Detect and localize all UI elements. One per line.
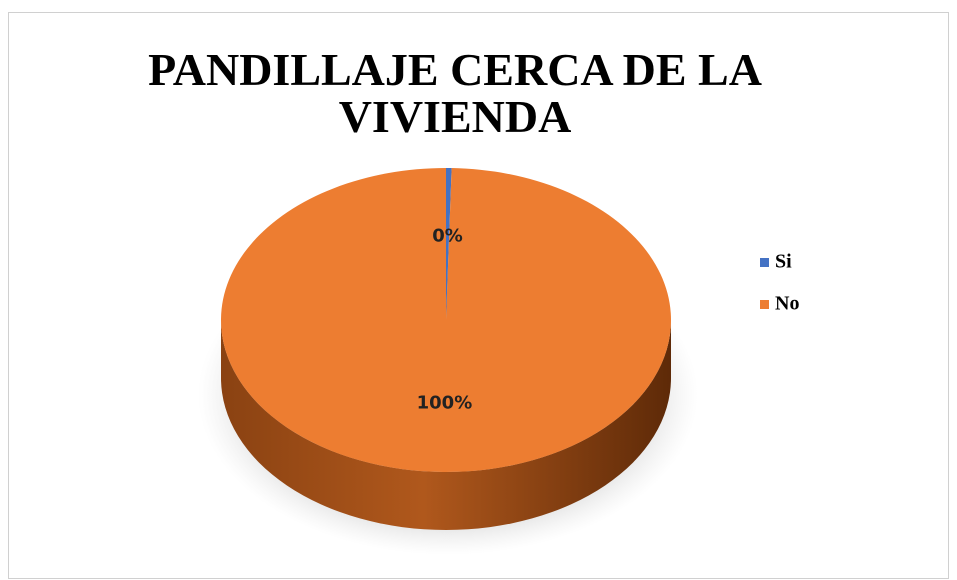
data-label: 0%: [432, 225, 463, 246]
legend-label: No: [775, 293, 799, 315]
chart-title-line: PANDILLAJE CERCA DE LA: [148, 44, 762, 95]
pie-slice: [220, 168, 671, 473]
legend-label: Si: [775, 251, 792, 273]
legend-swatch: [760, 300, 769, 309]
chart-title-line: VIVIENDA: [339, 91, 572, 142]
pie-side: [221, 320, 671, 530]
legend-swatch: [760, 258, 769, 267]
pie-slice: [446, 168, 452, 320]
data-label: 100%: [417, 393, 473, 414]
